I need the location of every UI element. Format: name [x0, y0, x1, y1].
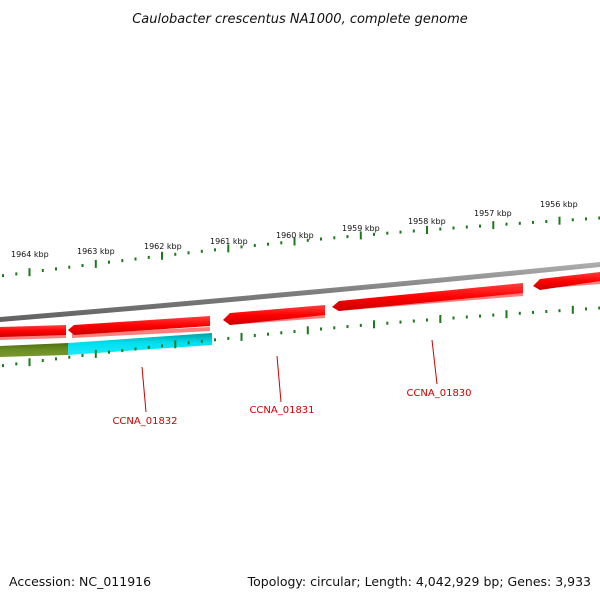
map-title: Caulobacter crescentus NA1000, complete …	[132, 12, 468, 27]
forward-strand-features	[0, 333, 212, 357]
outer-scale-ticks	[2, 216, 600, 278]
scale-labels: 1964 kbp 1963 kbp 1962 kbp 1961 kbp 1960…	[11, 200, 578, 259]
gene-arrow-left-edge	[0, 325, 66, 337]
gene-leaders	[141, 339, 438, 413]
leader-ccna-01832	[141, 366, 147, 413]
gene-arrow-ccna-01832	[68, 316, 210, 335]
genome-summary-text: Topology: circular; Length: 4,042,929 bp…	[247, 574, 591, 589]
leader-ccna-01830	[431, 339, 438, 385]
kbp-label-1957: 1957 kbp	[474, 209, 512, 218]
kbp-label-1964: 1964 kbp	[11, 250, 49, 259]
gene-label-ccna-01831[interactable]: CCNA_01831	[249, 405, 314, 416]
kbp-label-1959: 1959 kbp	[342, 224, 380, 233]
kbp-label-1958: 1958 kbp	[408, 217, 446, 226]
accession-text: Accession: NC_011916	[9, 574, 151, 589]
gene-arrow-ccna-01830	[332, 283, 523, 311]
leader-ccna-01831	[276, 355, 282, 403]
genome-backbone	[0, 262, 600, 322]
gene-arrow-ccna-01831	[223, 305, 325, 325]
kbp-label-1956: 1956 kbp	[540, 200, 578, 209]
kbp-label-1961: 1961 kbp	[210, 237, 248, 246]
reverse-strand-genes	[0, 272, 600, 340]
inner-scale-ticks	[2, 305, 600, 368]
kbp-label-1960: 1960 kbp	[276, 231, 314, 240]
kbp-label-1963: 1963 kbp	[77, 247, 115, 256]
gene-arrow-right-edge	[533, 272, 600, 290]
gene-label-ccna-01830[interactable]: CCNA_01830	[406, 388, 471, 399]
gene-labels: CCNA_01832 CCNA_01831 CCNA_01830	[112, 388, 471, 427]
kbp-label-1962: 1962 kbp	[144, 242, 182, 251]
gene-shadow	[72, 327, 210, 338]
feature-cyan	[68, 333, 212, 355]
gene-label-ccna-01832[interactable]: CCNA_01832	[112, 416, 177, 427]
feature-olive	[0, 343, 68, 357]
